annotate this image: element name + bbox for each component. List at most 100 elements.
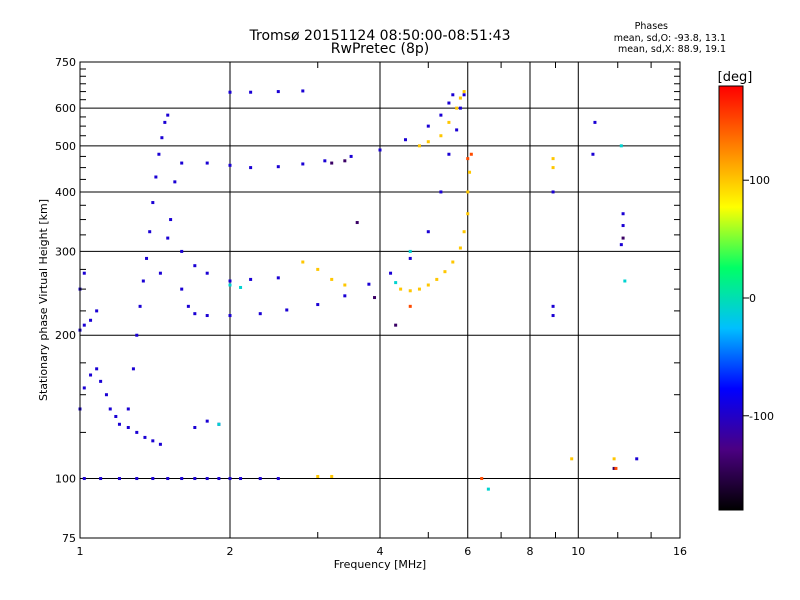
data-point (276, 276, 280, 280)
y-tick-label: 500 (55, 140, 76, 153)
data-point (439, 190, 443, 194)
data-point (276, 477, 280, 481)
data-point (166, 236, 170, 240)
data-point (117, 477, 121, 481)
data-point (89, 318, 93, 322)
data-point (205, 314, 209, 318)
data-point (126, 425, 130, 429)
data-point (157, 152, 161, 156)
data-point (451, 93, 455, 97)
data-point (551, 166, 555, 170)
y-tick-label: 600 (55, 102, 76, 115)
data-point (169, 218, 173, 222)
data-point (570, 457, 574, 461)
data-point (551, 314, 555, 318)
y-tick-label: 75 (62, 532, 76, 545)
data-point (447, 120, 451, 124)
data-point (135, 430, 139, 434)
data-point (612, 466, 616, 470)
data-point (408, 256, 412, 260)
data-point (135, 477, 139, 481)
x-tick-label: 4 (377, 545, 384, 558)
data-point (316, 303, 320, 307)
data-point (205, 271, 209, 275)
x-tick-label: 6 (464, 545, 471, 558)
data-point (447, 152, 451, 156)
data-point (614, 466, 618, 470)
phase-stats-x: mean, sd,X: 88.9, 19.1 (617, 44, 726, 55)
data-point (349, 154, 353, 158)
data-point (249, 277, 253, 281)
grid-lines (80, 62, 680, 538)
phase-stats-o: mean, sd,O: -93.8, 13.1 (613, 33, 726, 44)
data-point (99, 379, 103, 383)
data-point (447, 101, 451, 105)
data-point (99, 477, 103, 481)
data-point (408, 249, 412, 253)
data-point (612, 457, 616, 461)
data-point (486, 487, 490, 491)
data-point (180, 161, 184, 165)
data-point (193, 425, 197, 429)
data-point (143, 435, 147, 439)
data-point (619, 243, 623, 247)
data-point (135, 333, 139, 337)
data-point (621, 212, 625, 216)
data-point (193, 477, 197, 481)
y-tick-label: 300 (55, 245, 76, 258)
data-point (389, 271, 393, 275)
data-point (228, 477, 232, 481)
phase-stats-title: Phases (634, 21, 668, 32)
data-point (323, 159, 327, 163)
data-point (95, 309, 99, 313)
data-point (217, 477, 221, 481)
data-point (126, 407, 130, 411)
axis-tick-labels: 1 2 4 6 8 10 16 75 100 200 300 400 500 600 750 (55, 56, 687, 558)
data-point (180, 287, 184, 291)
data-point (469, 152, 473, 156)
data-point (343, 294, 347, 298)
data-point (228, 283, 232, 287)
data-point (458, 96, 462, 100)
data-point (141, 279, 145, 283)
data-point (462, 93, 466, 97)
data-point (408, 304, 412, 308)
data-point (458, 246, 462, 250)
data-point (623, 279, 627, 283)
data-point (458, 106, 462, 110)
data-point (355, 221, 359, 225)
data-point (160, 136, 164, 140)
y-tick-label: 100 (55, 473, 76, 486)
data-point (426, 283, 430, 287)
x-tick-label: 10 (571, 545, 585, 558)
data-point (145, 256, 149, 260)
data-point (480, 477, 484, 481)
data-point (151, 201, 155, 205)
data-point (316, 267, 320, 271)
data-point (330, 277, 334, 281)
data-point (180, 249, 184, 253)
data-point (82, 386, 86, 390)
data-point (367, 282, 371, 286)
data-point (82, 323, 86, 327)
colorbar-tick-label: -100 (749, 410, 774, 423)
data-point (228, 314, 232, 318)
data-point (166, 113, 170, 117)
data-point (399, 287, 403, 291)
data-point (635, 457, 639, 461)
data-point (95, 367, 99, 371)
data-point (148, 230, 152, 234)
chart-title: Tromsø 20151124 08:50:00-08:51:43 (249, 28, 511, 44)
data-point (163, 120, 167, 124)
data-point (426, 124, 430, 128)
data-point (228, 90, 232, 94)
data-point (258, 312, 262, 316)
data-point (426, 230, 430, 234)
data-point (301, 89, 305, 93)
data-point (551, 157, 555, 161)
x-tick-label: 2 (227, 545, 234, 558)
data-point (373, 296, 377, 300)
data-point (249, 90, 253, 94)
data-point (89, 373, 93, 377)
